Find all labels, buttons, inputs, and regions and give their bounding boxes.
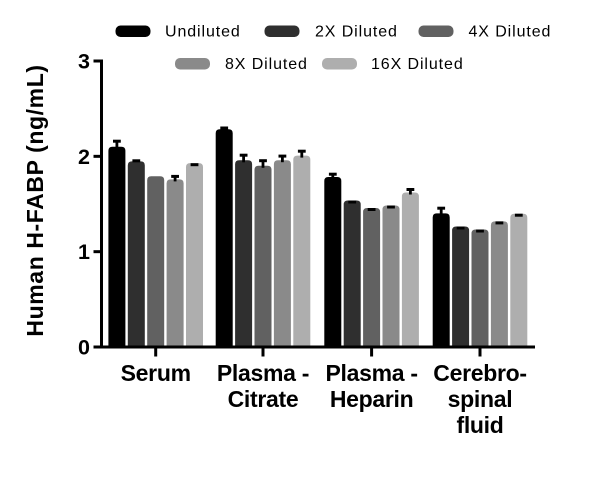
svg-text:fluid: fluid (456, 412, 503, 438)
svg-text:3: 3 (78, 50, 90, 74)
svg-text:Plasma -: Plasma - (325, 360, 417, 386)
svg-text:4X Diluted: 4X Diluted (469, 24, 552, 41)
svg-text:Human H-FABP (ng/mL): Human H-FABP (ng/mL) (22, 64, 48, 336)
svg-text:8X Diluted: 8X Diluted (225, 56, 308, 73)
svg-text:1: 1 (78, 240, 90, 264)
svg-text:16X Diluted: 16X Diluted (371, 56, 464, 73)
svg-text:Citrate: Citrate (228, 386, 299, 412)
svg-text:Plasma -: Plasma - (217, 360, 309, 386)
svg-text:Serum: Serum (121, 360, 191, 386)
svg-text:2X Diluted: 2X Diluted (315, 24, 398, 41)
svg-text:Undiluted: Undiluted (165, 24, 241, 41)
svg-text:spinal: spinal (448, 386, 513, 412)
svg-text:2: 2 (78, 145, 90, 169)
svg-text:0: 0 (78, 336, 90, 360)
svg-text:Cerebro-: Cerebro- (433, 360, 526, 386)
svg-text:Heparin: Heparin (330, 386, 414, 412)
